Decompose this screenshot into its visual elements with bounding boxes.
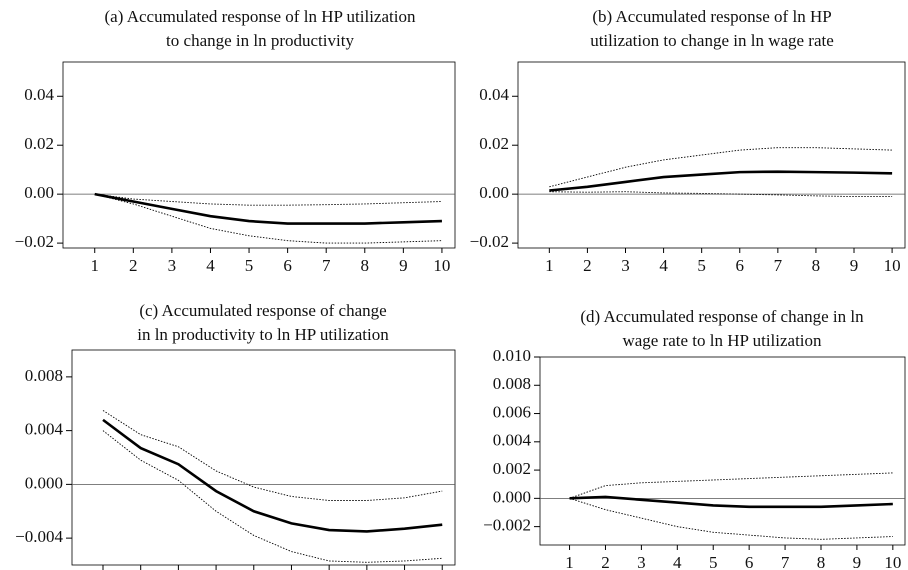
response-line	[102, 430, 443, 563]
x-tick-label: 1	[90, 256, 99, 275]
x-tick-label: 2	[129, 256, 138, 275]
y-tick-label: 0.004	[493, 431, 532, 450]
y-tick-label: −0.02	[15, 232, 54, 251]
chart-title: (b) Accumulated response of ln HP	[592, 7, 831, 26]
chart-title: in ln productivity to ln HP utilization	[137, 325, 389, 344]
x-tick-label: 10	[884, 553, 901, 570]
response-line	[102, 418, 443, 533]
chart-title: utilization to change in ln wage rate	[590, 31, 834, 50]
response-line	[102, 410, 443, 501]
chart-title: wage rate to ln HP utilization	[622, 331, 822, 350]
x-tick-label: 9	[853, 553, 862, 570]
x-tick-label: 1	[545, 256, 554, 275]
chart-title: (d) Accumulated response of change in ln	[580, 307, 864, 326]
y-tick-label: 0.002	[493, 459, 531, 478]
response-line	[569, 495, 893, 509]
y-tick-label: −0.004	[15, 527, 63, 546]
x-tick-label: 10	[884, 256, 901, 275]
x-tick-label: 4	[659, 256, 668, 275]
x-tick-label: 3	[168, 256, 177, 275]
x-tick-label: 3	[637, 553, 646, 570]
x-tick-label: 9	[850, 256, 859, 275]
x-tick-label: 7	[322, 256, 331, 275]
y-tick-label: 0.00	[24, 183, 54, 202]
y-tick-label: −0.02	[470, 232, 509, 251]
x-tick-label: 8	[817, 553, 826, 570]
x-tick-label: 6	[283, 256, 292, 275]
y-tick-label: 0.006	[493, 402, 531, 421]
plot-frame	[62, 61, 456, 249]
x-tick-label: 6	[736, 256, 745, 275]
response-line	[94, 193, 442, 244]
response-line	[549, 191, 893, 198]
x-tick-label: 10	[433, 256, 450, 275]
y-tick-label: 0.00	[479, 183, 509, 202]
x-tick-label: 5	[697, 256, 706, 275]
y-tick-label: 0.000	[25, 473, 63, 492]
response-line	[549, 147, 893, 188]
plot-frame	[71, 349, 456, 566]
y-tick-label: 0.004	[25, 420, 64, 439]
chart-title: (c) Accumulated response of change	[139, 301, 386, 320]
x-tick-label: 8	[361, 256, 370, 275]
x-tick-label: 7	[774, 256, 783, 275]
chart-title: to change in ln productivity	[166, 31, 354, 50]
x-tick-label: 5	[245, 256, 254, 275]
x-tick-label: 5	[709, 553, 718, 570]
plot-frame	[517, 61, 906, 249]
x-tick-label: 1	[565, 553, 574, 570]
x-tick-label: 2	[601, 553, 610, 570]
chart-title: (a) Accumulated response of ln HP utiliz…	[105, 7, 416, 26]
y-tick-label: 0.04	[479, 85, 509, 104]
y-tick-label: 0.008	[493, 374, 531, 393]
response-line	[549, 170, 893, 192]
x-tick-label: 6	[745, 553, 754, 570]
plot-frame	[539, 356, 906, 546]
y-tick-label: 0.04	[24, 85, 54, 104]
response-line	[94, 193, 442, 206]
x-tick-label: 9	[399, 256, 408, 275]
response-line	[94, 192, 442, 225]
response-line	[569, 497, 893, 540]
y-tick-label: −0.002	[483, 516, 531, 535]
x-tick-label: 4	[206, 256, 215, 275]
y-tick-label: 0.008	[25, 366, 63, 385]
x-tick-label: 8	[812, 256, 821, 275]
x-tick-label: 4	[673, 553, 682, 570]
y-tick-label: 0.010	[493, 346, 531, 365]
x-tick-label: 3	[621, 256, 630, 275]
y-tick-label: 0.02	[24, 134, 54, 153]
y-tick-label: 0.000	[493, 487, 531, 506]
x-tick-label: 2	[583, 256, 592, 275]
x-tick-label: 7	[781, 553, 790, 570]
y-tick-label: 0.02	[479, 134, 509, 153]
response-line	[569, 472, 893, 499]
